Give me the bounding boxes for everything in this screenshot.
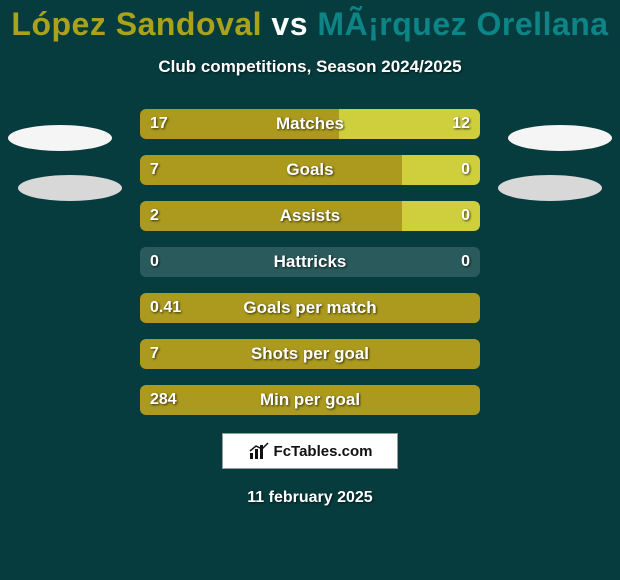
brand-chart-icon [248,441,270,461]
footer-date: 11 february 2025 [0,489,620,507]
bar-left-fill [140,155,402,185]
stat-value-left: 17 [150,109,168,139]
stat-label: Assists [280,201,340,231]
player1-name: López Sandoval [11,6,262,42]
bar-track: 2 0 Assists [140,201,480,231]
stat-row: 2 0 Assists [0,201,620,231]
comparison-chart: 17 12 Matches 7 0 Goals 2 0 Assists 0 0 Hattricks 0.… [0,109,620,415]
stat-value-left: 0.41 [150,293,181,323]
stat-value-left: 2 [150,201,159,231]
stat-label: Goals per match [243,293,376,323]
stat-label: Shots per goal [251,339,369,369]
bar-track: 284 Min per goal [140,385,480,415]
stat-label: Goals [286,155,333,185]
stat-value-right: 0 [461,201,470,231]
bar-track: 7 0 Goals [140,155,480,185]
stat-value-left: 7 [150,339,159,369]
bar-left-fill [140,201,402,231]
bar-track: 17 12 Matches [140,109,480,139]
stat-label: Hattricks [274,247,347,277]
bar-track: 7 Shots per goal [140,339,480,369]
stat-label: Matches [276,109,344,139]
stat-row: 0 0 Hattricks [0,247,620,277]
stat-value-right: 12 [452,109,470,139]
stat-value-left: 284 [150,385,177,415]
stat-row: 7 0 Goals [0,155,620,185]
stat-row: 0.41 Goals per match [0,293,620,323]
subtitle: Club competitions, Season 2024/2025 [0,57,620,77]
stat-label: Min per goal [260,385,360,415]
stat-value-right: 0 [461,155,470,185]
stat-row: 17 12 Matches [0,109,620,139]
stat-value-right: 0 [461,247,470,277]
vs-text: vs [271,6,308,42]
bar-track: 0.41 Goals per match [140,293,480,323]
brand-box[interactable]: FcTables.com [222,433,398,469]
brand-text: FcTables.com [274,443,373,460]
player2-name: MÃ¡rquez Orellana [317,6,608,42]
page-title: López Sandoval vs MÃ¡rquez Orellana [0,0,620,43]
stat-value-left: 7 [150,155,159,185]
stat-row: 7 Shots per goal [0,339,620,369]
bar-track: 0 0 Hattricks [140,247,480,277]
stat-row: 284 Min per goal [0,385,620,415]
stat-value-left: 0 [150,247,159,277]
